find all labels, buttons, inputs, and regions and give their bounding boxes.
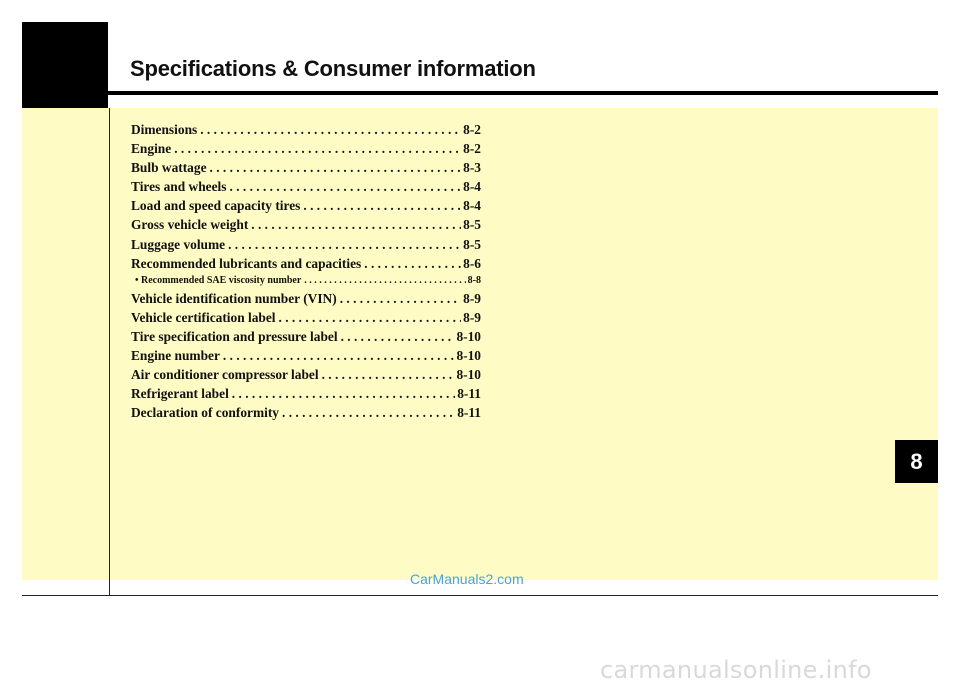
watermark-carmanualsonline: carmanualsonline.info bbox=[600, 656, 872, 684]
toc-subitem-label: • Recommended SAE viscosity number bbox=[135, 274, 302, 286]
toc-item-page: 8-3 bbox=[463, 160, 481, 176]
toc-leader-dots bbox=[322, 367, 455, 383]
toc-item[interactable]: Tire specification and pressure label 8-1… bbox=[131, 329, 481, 348]
toc-item-label: Engine number bbox=[131, 348, 220, 364]
toc-leader-dots bbox=[251, 217, 461, 233]
toc-item-label: Vehicle identification number (VIN) bbox=[131, 290, 337, 306]
toc-item[interactable]: Dimensions 8-2 bbox=[131, 122, 481, 141]
toc-leader-dots bbox=[282, 405, 455, 421]
toc-item-label: Recommended lubricants and capacities bbox=[131, 255, 362, 271]
toc-item-page: 8-5 bbox=[463, 217, 481, 233]
toc-leader-dots bbox=[341, 329, 455, 345]
toc-item-page: 8-9 bbox=[463, 290, 481, 306]
toc-item[interactable]: Engine 8-2 bbox=[131, 141, 481, 160]
left-margin-rule bbox=[109, 108, 110, 596]
toc-leader-dots bbox=[232, 386, 455, 402]
toc-item-page: 8-4 bbox=[463, 179, 481, 195]
toc-item[interactable]: Refrigerant label 8-11 bbox=[131, 386, 481, 405]
toc-leader-dots bbox=[228, 237, 461, 253]
toc-item-label: Refrigerant label bbox=[131, 386, 229, 402]
toc-subitem-page: 8-8 bbox=[467, 274, 481, 286]
toc-item[interactable]: Luggage volume 8-5 bbox=[131, 237, 481, 256]
toc-item[interactable]: Declaration of conformity 8-11 bbox=[131, 405, 481, 424]
toc-leader-dots bbox=[174, 141, 461, 157]
toc-item[interactable]: Vehicle identification number (VIN) 8-9 bbox=[131, 291, 481, 310]
toc-item-page: 8-10 bbox=[456, 367, 481, 383]
toc-leader-dots bbox=[340, 291, 461, 307]
toc-item[interactable]: Bulb wattage 8-3 bbox=[131, 160, 481, 179]
toc-item-page: 8-11 bbox=[457, 405, 481, 421]
toc-item-label: Declaration of conformity bbox=[131, 405, 279, 421]
toc-item[interactable]: Vehicle certification label 8-9 bbox=[131, 310, 481, 329]
toc-item-page: 8-4 bbox=[463, 198, 481, 214]
chapter-header-block bbox=[22, 22, 108, 108]
chapter-number-tab[interactable]: 8 bbox=[895, 440, 938, 483]
toc-item-label: Tires and wheels bbox=[131, 179, 227, 195]
toc-item-label: Air conditioner compressor label bbox=[131, 367, 319, 383]
content-panel bbox=[22, 108, 938, 580]
toc-subitem[interactable]: • Recommended SAE viscosity number 8-8 bbox=[131, 275, 481, 291]
toc-item-page: 8-10 bbox=[456, 328, 481, 344]
toc-item[interactable]: Gross vehicle weight 8-5 bbox=[131, 217, 481, 236]
toc-item[interactable]: Recommended lubricants and capacities 8-6 bbox=[131, 256, 481, 275]
toc-leader-dots bbox=[230, 179, 462, 195]
toc-item-label: Gross vehicle weight bbox=[131, 217, 249, 233]
toc-item[interactable]: Air conditioner compressor label 8-10 bbox=[131, 367, 481, 386]
toc-item-page: 8-10 bbox=[456, 348, 481, 364]
title-underline bbox=[108, 91, 938, 95]
toc-item-page: 8-5 bbox=[463, 236, 481, 252]
toc-item-label: Load and speed capacity tires bbox=[131, 198, 301, 214]
toc-item-page: 8-11 bbox=[457, 386, 481, 402]
toc-leader-dots bbox=[364, 256, 461, 272]
table-of-contents: Dimensions8-2 Engine8-2 Bulb wattage8-3 … bbox=[131, 122, 481, 424]
toc-item-label: Engine bbox=[131, 141, 172, 157]
toc-leader-dots bbox=[304, 275, 465, 286]
toc-leader-dots bbox=[279, 310, 462, 326]
toc-leader-dots bbox=[200, 122, 461, 138]
toc-leader-dots bbox=[210, 160, 462, 176]
toc-item-page: 8-2 bbox=[463, 141, 481, 157]
toc-item-label: Tire specification and pressure label bbox=[131, 328, 338, 344]
toc-item-label: Bulb wattage bbox=[131, 160, 207, 176]
toc-item-label: Vehicle certification label bbox=[131, 309, 276, 325]
toc-item-page: 8-2 bbox=[463, 122, 481, 137]
toc-item[interactable]: Load and speed capacity tires 8-4 bbox=[131, 198, 481, 217]
toc-item-label: Luggage volume bbox=[131, 236, 226, 252]
toc-item-page: 8-9 bbox=[463, 309, 481, 325]
toc-item-page: 8-6 bbox=[463, 255, 481, 271]
toc-leader-dots bbox=[223, 348, 455, 364]
toc-item[interactable]: Tires and wheels 8-4 bbox=[131, 179, 481, 198]
footer-rule bbox=[22, 595, 938, 596]
toc-item-label: Dimensions bbox=[131, 122, 198, 137]
page-title: Specifications & Consumer information bbox=[130, 56, 536, 81]
toc-leader-dots bbox=[303, 198, 461, 214]
toc-item[interactable]: Engine number 8-10 bbox=[131, 348, 481, 367]
watermark-carmanuals2: CarManuals2.com bbox=[410, 571, 524, 587]
